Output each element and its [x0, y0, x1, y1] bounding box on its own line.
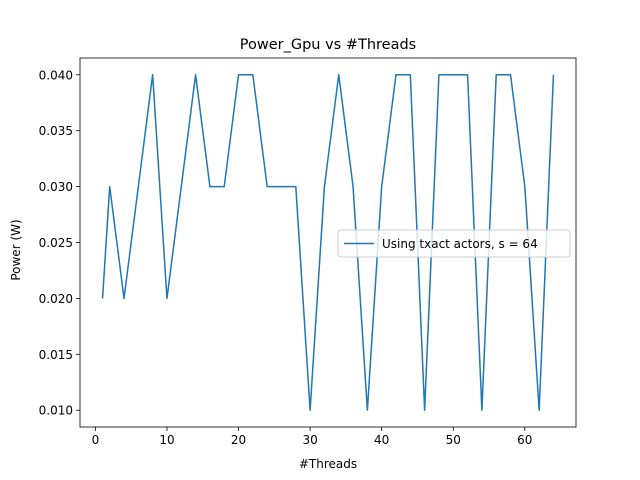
y-tick-label: 0.040	[39, 68, 73, 82]
x-tick-label: 60	[517, 433, 532, 447]
x-axis-label: #Threads	[299, 457, 357, 471]
legend-box	[337, 229, 571, 258]
x-tick-label: 0	[92, 433, 100, 447]
x-tick-label: 30	[302, 433, 317, 447]
x-tick-label: 20	[231, 433, 246, 447]
legend-label: Using txact actors, s = 64	[382, 237, 538, 251]
x-tick-label: 40	[374, 433, 389, 447]
y-tick-label: 0.020	[39, 292, 73, 306]
x-tick-label: 10	[159, 433, 174, 447]
legend: Using txact actors, s = 64	[337, 229, 571, 258]
x-tick-label: 50	[446, 433, 461, 447]
y-tick-label: 0.025	[39, 236, 73, 250]
chart-title: Power_Gpu vs #Threads	[240, 37, 416, 53]
y-tick-label: 0.035	[39, 124, 73, 138]
series-line	[101, 74, 555, 411]
y-axis-label: Power (W)	[9, 219, 23, 280]
y-tick-label: 0.015	[39, 348, 73, 362]
plot-area: 0 10 20 30 40 50 60 0.010 0.015 0.020 0.025 0.030 0.…	[39, 57, 577, 447]
y-tick-label: 0.010	[39, 404, 73, 418]
y-tick-label: 0.030	[39, 180, 73, 194]
